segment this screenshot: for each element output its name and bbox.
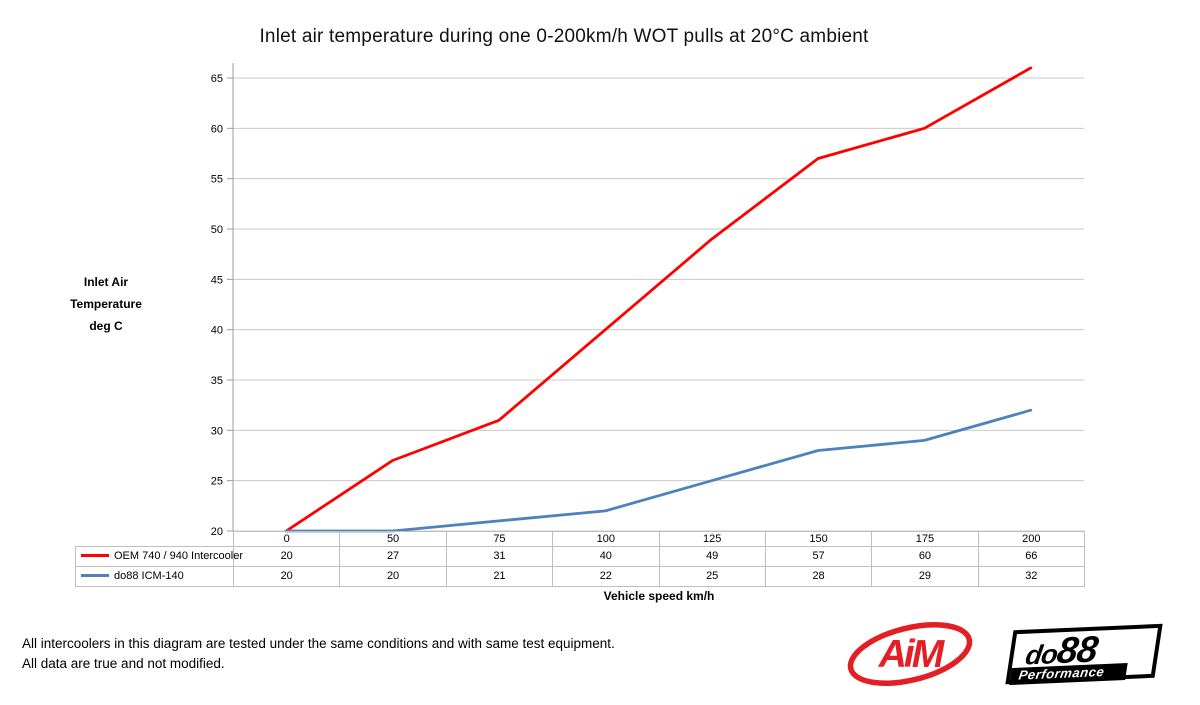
table-row-series-0: OEM 740 / 940 Intercooler 20 27 31 40 49 57 60 6… — [75, 546, 1086, 567]
footnote-line-1: All intercoolers in this diagram are tes… — [22, 636, 615, 651]
legend-line-marker — [81, 573, 109, 577]
table-value-cell: 21 — [445, 566, 554, 587]
table-value-cell: 57 — [764, 546, 873, 567]
x-tick-label: 75 — [445, 531, 554, 547]
table-row-series-1: do88 ICM-140 20 20 21 22 25 28 29 32 — [75, 566, 1086, 587]
legend-line-marker — [81, 553, 109, 557]
y-tick-label: 25 — [211, 476, 223, 488]
series-line-1 — [284, 408, 1033, 533]
table-blank-cell — [76, 532, 234, 547]
legend-cell: OEM 740 / 940 Intercooler — [75, 546, 243, 567]
footnote: All intercoolers in this diagram are tes… — [22, 634, 615, 673]
x-axis-title: Vehicle speed km/h — [603, 589, 715, 603]
table-value-cell: 66 — [977, 546, 1086, 567]
x-tick-label: 50 — [339, 531, 447, 547]
x-tick-label: 100 — [552, 531, 660, 547]
aim-logo-text: AiM — [878, 633, 946, 676]
y-tick-label: 50 — [211, 224, 223, 236]
table-value-cell: 27 — [339, 546, 447, 567]
x-tick-label: 0 — [232, 531, 341, 547]
do88-logo-text: do88 — [1012, 628, 1158, 671]
y-axis-title-line: deg C — [89, 319, 123, 333]
chart-title: Inlet air temperature during one 0-200km… — [259, 26, 869, 47]
x-tick-label: 200 — [977, 531, 1086, 547]
aim-logo-ellipse — [847, 622, 973, 686]
table-value-cell: 28 — [764, 566, 873, 587]
table-value-cell: 49 — [658, 546, 766, 567]
table-value-cell: 29 — [871, 566, 979, 587]
table-value-cell: 31 — [445, 546, 554, 567]
legend-label: do88 ICM-140 — [114, 570, 184, 582]
y-tick-label: 35 — [211, 375, 223, 387]
aim-logo: AiM — [847, 622, 973, 686]
table-value-cell: 20 — [339, 566, 447, 587]
x-tick-row: 0 50 75 100 125 150 175 200 — [76, 531, 1086, 547]
chart-data-table: 0 50 75 100 125 150 175 200 OEM 740 / 940 Interc… — [75, 531, 1086, 587]
y-tick-label: 30 — [211, 425, 223, 437]
table-value-cell: 40 — [552, 546, 660, 567]
table-value-cell: 25 — [658, 566, 766, 587]
x-tick-label: 125 — [658, 531, 766, 547]
do88-logo: do88 Performance — [1005, 623, 1163, 686]
legend-label: OEM 740 / 940 Intercooler — [114, 550, 244, 562]
table-value-cell: 20 — [232, 566, 341, 587]
y-axis-title: Inlet Air Temperature deg C — [58, 271, 154, 337]
table-value-cell: 60 — [871, 546, 979, 567]
footnote-line-2: All data are true and not modified. — [22, 655, 225, 671]
x-tick-label: 175 — [871, 531, 979, 547]
table-value-cell: 20 — [232, 546, 341, 567]
y-axis-title-line: Temperature — [70, 297, 142, 311]
y-axis-title-line: Inlet Air — [83, 275, 129, 289]
y-tick-label: 65 — [211, 73, 223, 85]
y-tick-label: 20 — [211, 526, 223, 538]
table-value-cell: 22 — [552, 566, 660, 587]
y-tick-label: 55 — [211, 174, 223, 186]
series-line-0 — [284, 66, 1033, 533]
y-tick-label: 45 — [211, 274, 223, 286]
y-tick-label: 40 — [211, 325, 223, 337]
legend-cell: do88 ICM-140 — [75, 566, 234, 587]
x-tick-label: 150 — [764, 531, 873, 547]
y-tick-label: 60 — [211, 123, 223, 135]
table-value-cell: 32 — [977, 566, 1086, 587]
